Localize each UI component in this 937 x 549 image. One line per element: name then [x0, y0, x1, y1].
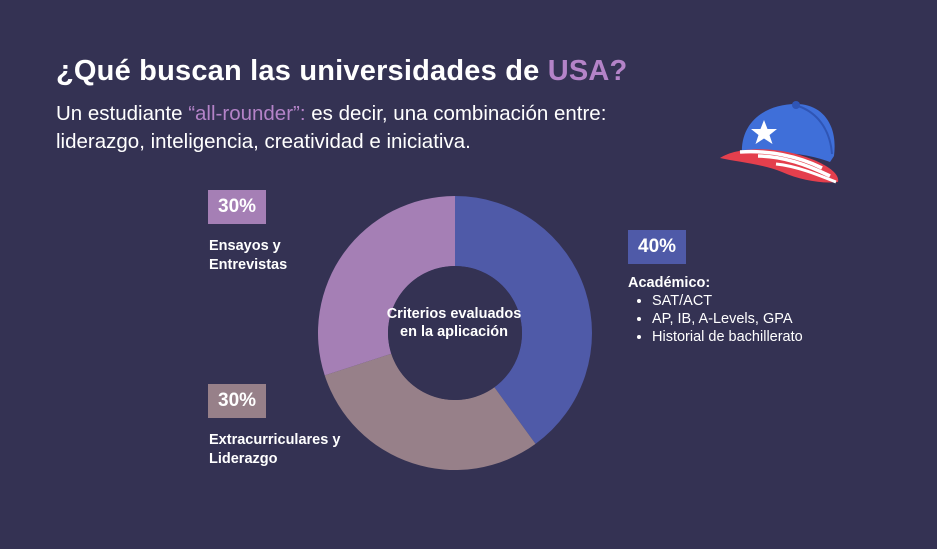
percent-badge-academico: 40%	[628, 230, 687, 264]
subtitle: Un estudiante “all-rounder”: es decir, u…	[56, 100, 676, 156]
list-item: SAT/ACT	[628, 292, 803, 310]
label-ensayos: Ensayos y Entrevistas	[209, 238, 288, 273]
percent-badge-ensayos: 30%	[208, 190, 267, 224]
donut-center-label: Criterios evaluados en la aplicación	[386, 306, 522, 340]
subtitle-text-end: es decir, una combinación entre: lideraz…	[56, 102, 607, 153]
donut-hole	[388, 266, 522, 400]
label-extracurriculares: Extracurriculares y Liderazgo	[209, 432, 341, 467]
list-item: Historial de bachillerato	[628, 328, 803, 346]
title-text: ¿Qué buscan las universidades de	[56, 55, 548, 87]
donut-slice-0	[455, 196, 592, 444]
subtitle-text-start: Un estudiante	[56, 102, 189, 125]
donut-slice-2	[317, 196, 455, 376]
page-title: ¿Qué buscan las universidades de USA?	[56, 55, 627, 88]
academico-detail-list: SAT/ACT AP, IB, A-Levels, GPA Historial …	[628, 292, 803, 346]
donut-slice-1	[324, 353, 536, 470]
subtitle-accent: “all-rounder”:	[188, 102, 306, 125]
label-academico: Académico:	[628, 275, 711, 291]
usa-baseball-cap-icon	[720, 101, 839, 184]
list-item: AP, IB, A-Levels, GPA	[628, 310, 803, 328]
title-accent: USA?	[547, 55, 628, 87]
percent-badge-extracurriculares: 30%	[208, 384, 267, 418]
